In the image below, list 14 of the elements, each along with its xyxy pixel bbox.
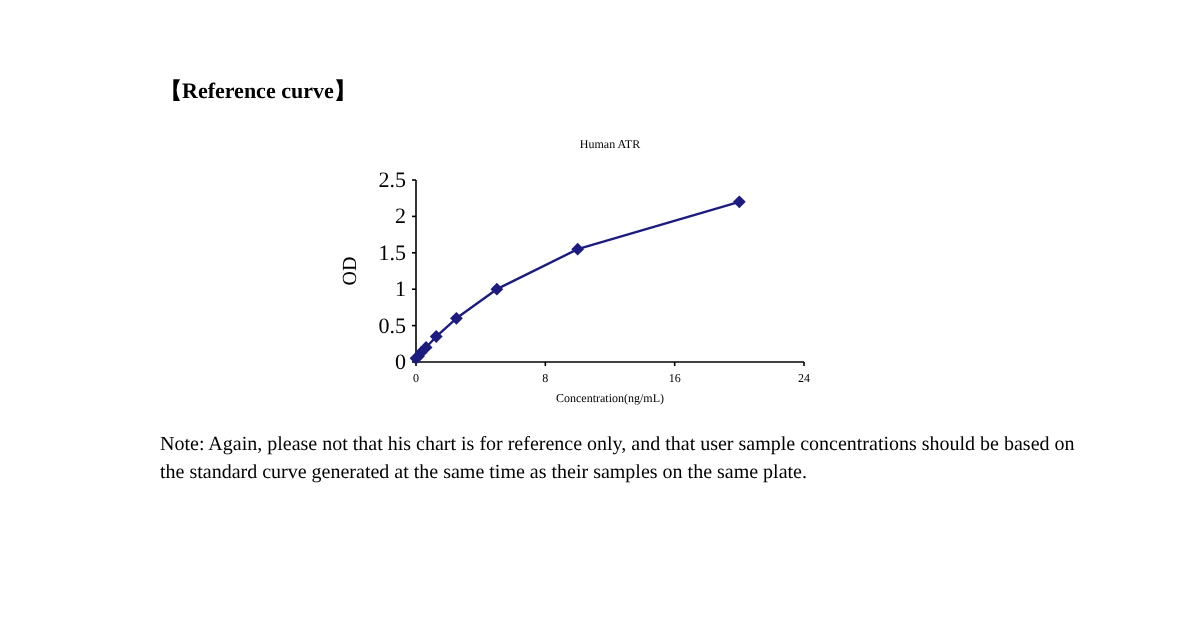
- text: Note: Again, please not that his chart is for reference only, and that user sample concentrations should be based on the standard curve generated at the same time as their samples on the same plate.: [160, 432, 1077, 488]
- y-tick-label: 1.5: [378, 241, 407, 266]
- y-tick-label: 2.5: [378, 169, 407, 193]
- point: [429, 330, 443, 343]
- point: [490, 282, 504, 296]
- text: 【Reference curve】: [160, 77, 356, 106]
- y-axis-title: OD: [340, 256, 362, 286]
- point: [732, 195, 746, 209]
- point: [450, 311, 463, 325]
- y-tick-label: 2: [395, 205, 406, 230]
- point: [419, 341, 433, 354]
- point: [571, 242, 585, 256]
- y-tick-label: 0.5: [378, 314, 407, 339]
- y-tick-label: 1: [395, 278, 406, 303]
